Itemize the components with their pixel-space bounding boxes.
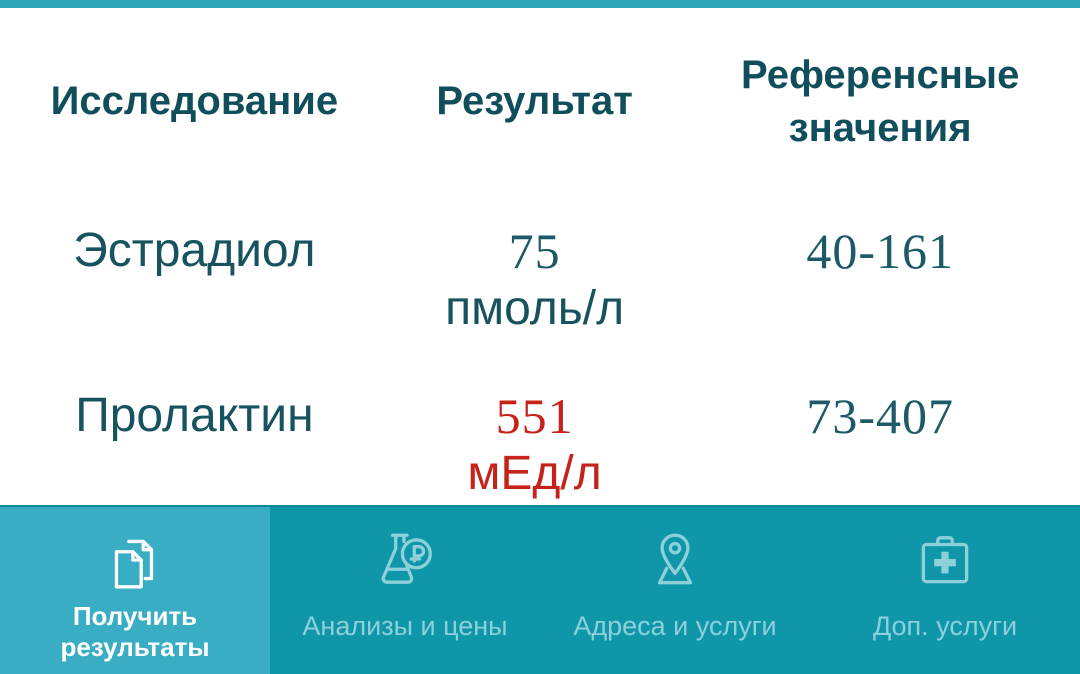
test-name: Пролактин <box>75 389 314 442</box>
column-header-study: Исследование <box>50 79 339 123</box>
bottom-nav: Получить результаты Анализы и цены <box>0 505 1080 674</box>
status-bar-strip <box>0 0 1080 8</box>
result-row-prolactin: Пролактин 551 мЕд/л 73-407 <box>0 387 1080 503</box>
documents-icon <box>102 527 168 593</box>
medical-bag-icon <box>912 527 978 593</box>
flask-ruble-icon <box>372 527 438 593</box>
tab-label: Получить результаты <box>60 601 210 662</box>
reference-range: 40-161 <box>806 223 955 279</box>
result-unit: пмоль/л <box>445 282 625 335</box>
result-value: 75 <box>508 223 561 279</box>
result-value-abnormal: 551 <box>495 388 574 444</box>
reference-range: 73-407 <box>806 388 955 444</box>
tab-addresses-services[interactable]: Адреса и услуги <box>540 507 810 674</box>
test-name: Эстрадиол <box>73 224 316 277</box>
column-header-result: Результат <box>436 79 633 123</box>
tab-extra-services[interactable]: Доп. услуги <box>810 507 1080 674</box>
tab-label: Доп. услуги <box>872 611 1018 641</box>
tab-get-results[interactable]: Получить результаты <box>0 507 270 674</box>
result-unit-abnormal: мЕд/л <box>467 447 602 500</box>
results-table-header: Исследование Результат Референсные значе… <box>0 48 1080 155</box>
map-pin-icon <box>642 527 708 593</box>
result-row-estradiol: Эстрадиол 75 пмоль/л 40-161 <box>0 222 1080 338</box>
column-header-reference: Референсные значения <box>741 52 1020 150</box>
tab-label: Анализы и цены <box>302 611 508 641</box>
tab-tests-prices[interactable]: Анализы и цены <box>270 507 540 674</box>
tab-label: Адреса и услуги <box>573 611 777 641</box>
